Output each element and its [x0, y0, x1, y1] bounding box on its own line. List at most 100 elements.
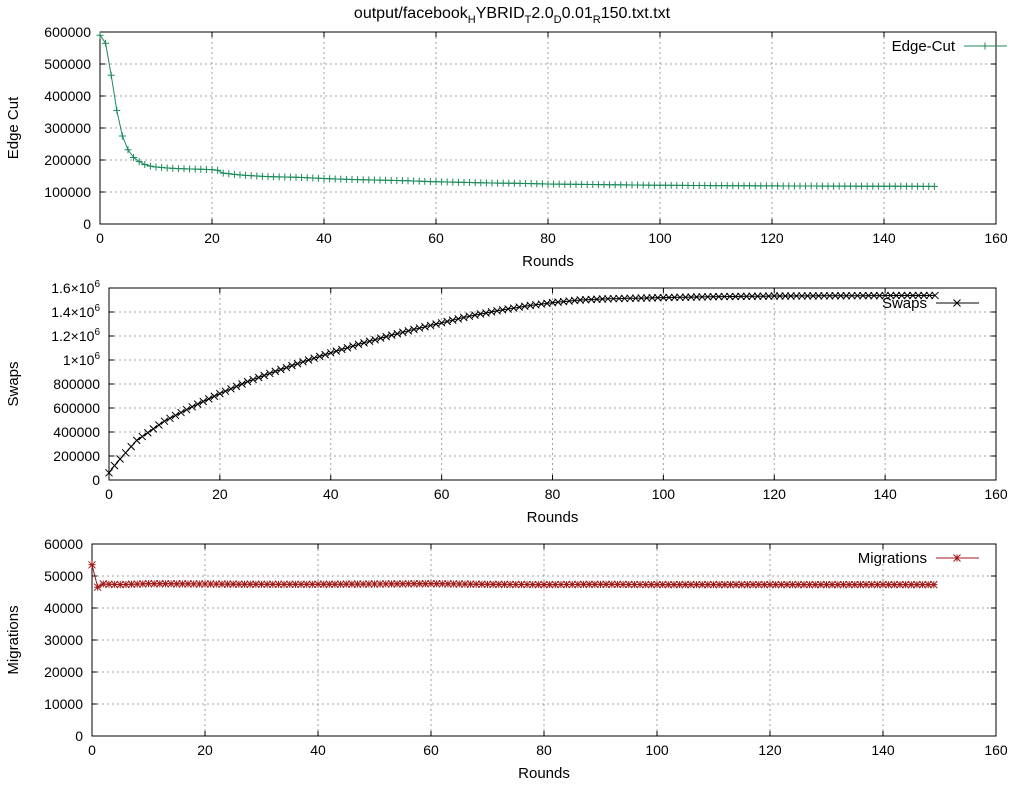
data-point: [848, 291, 856, 300]
data-point: [676, 293, 684, 302]
data-point: [568, 580, 577, 589]
x-tick-label: 0: [96, 230, 104, 246]
data-point: [348, 580, 356, 588]
data-point: [225, 170, 233, 178]
data-point: [227, 384, 235, 393]
data-point: [760, 580, 769, 589]
data-point: [444, 580, 452, 588]
data-point: [845, 580, 853, 589]
data-point: [415, 579, 424, 588]
data-point: [924, 580, 933, 589]
data-point: [132, 436, 141, 445]
data-point: [770, 292, 779, 300]
data-point: [675, 580, 684, 589]
data-point: [382, 332, 391, 341]
data-point: [607, 580, 616, 589]
data-point: [859, 291, 867, 300]
data-point: [781, 292, 790, 300]
title-part: T: [525, 14, 532, 26]
x-tick-label: 60: [423, 742, 439, 758]
data-point: [839, 580, 848, 589]
y-axis-label: Swaps: [5, 361, 22, 406]
data-point: [149, 425, 158, 433]
data-point: [364, 580, 373, 588]
y-tick-label: 0: [75, 728, 83, 744]
data-point: [285, 580, 294, 589]
data-point: [124, 146, 132, 154]
data-point: [731, 292, 740, 301]
data-point: [133, 580, 142, 588]
data-point: [353, 580, 362, 588]
data-point: [122, 580, 130, 589]
data-point: [658, 580, 667, 589]
data-point: [271, 367, 280, 376]
y-axis-label: Migrations: [5, 605, 22, 674]
title-part: 2.0: [531, 5, 553, 22]
data-point: [953, 299, 961, 307]
data-point: [918, 580, 927, 589]
data-point: [653, 293, 662, 302]
data-point: [562, 580, 571, 589]
title-part: output/facebook: [354, 5, 469, 22]
data-point: [251, 580, 260, 589]
data-point: [814, 291, 823, 300]
data-point: [585, 580, 594, 589]
data-point: [365, 337, 374, 346]
legend-label: Swaps: [882, 295, 927, 312]
data-point: [613, 580, 622, 589]
data-point: [219, 169, 227, 177]
series-line: [108, 294, 936, 474]
data-point: [116, 455, 124, 463]
data-point: [146, 162, 154, 170]
data-point: [143, 428, 152, 437]
y-tick-label: 1.4×106: [51, 303, 100, 320]
data-point: [282, 363, 291, 372]
data-point: [511, 580, 520, 589]
data-point: [208, 166, 216, 174]
data-point: [99, 580, 108, 588]
data-point: [551, 580, 560, 589]
x-axis-label: Rounds: [527, 509, 579, 526]
data-point: [302, 580, 311, 589]
data-point: [771, 580, 780, 589]
x-axis-label: Rounds: [522, 253, 574, 270]
title-part: R: [593, 14, 601, 26]
data-point: [809, 292, 817, 300]
data-point: [864, 291, 873, 300]
y-tick-label: 50000: [44, 568, 83, 584]
data-point: [150, 579, 159, 588]
data-point: [387, 580, 396, 588]
data-point: [118, 132, 126, 140]
data-point: [732, 580, 740, 589]
data-point: [842, 291, 851, 300]
data-point: [161, 579, 170, 588]
data-point: [265, 369, 274, 378]
data-point: [212, 580, 221, 588]
data-point: [664, 580, 673, 589]
data-point: [892, 291, 901, 300]
y-tick-label: 1.2×106: [51, 327, 100, 344]
tick-exponent: 6: [94, 351, 100, 362]
data-point: [698, 580, 707, 589]
x-tick-label: 100: [652, 486, 676, 502]
chart-panel-2: 0 20 40 60 80 100 120 140 160 0 200000 400000 600000…: [5, 279, 1008, 526]
data-point: [105, 580, 113, 589]
data-point: [715, 580, 724, 589]
data-point: [720, 292, 729, 301]
x-tick-label: 100: [648, 230, 672, 246]
data-point: [354, 340, 363, 349]
data-point: [557, 580, 565, 589]
data-point: [822, 580, 831, 589]
data-point: [214, 166, 222, 174]
data-point: [232, 382, 241, 391]
x-tick-label: 60: [434, 486, 450, 502]
data-point: [647, 580, 656, 589]
data-point: [110, 461, 119, 470]
data-point: [455, 580, 464, 588]
data-point: [687, 293, 695, 301]
data-point: [274, 580, 283, 589]
data-point: [517, 580, 526, 589]
x-tick-label: 0: [88, 742, 96, 758]
y-tick-label: 30000: [44, 632, 83, 648]
data-point: [641, 580, 650, 589]
